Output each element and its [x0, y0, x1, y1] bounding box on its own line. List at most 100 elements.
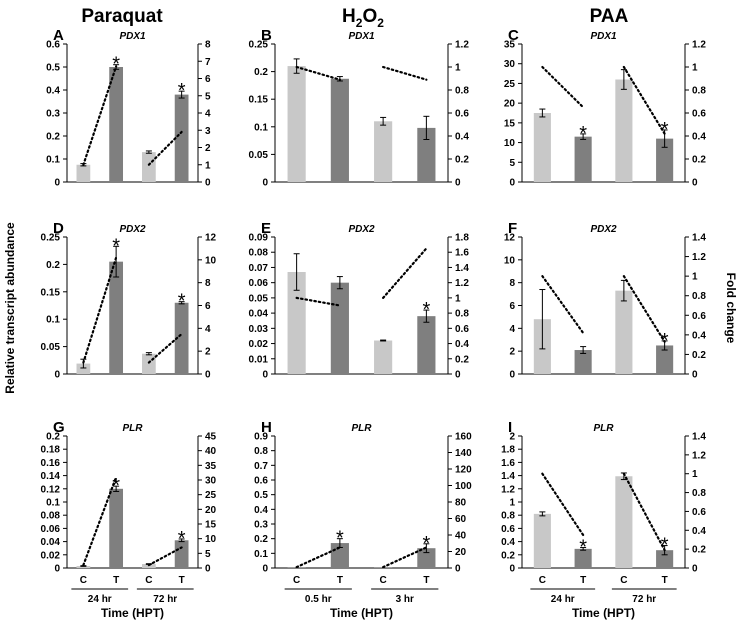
y-tick-label-right: 1 [692, 469, 698, 480]
y-tick-label-left: 0.6 [501, 524, 515, 535]
y-tick-label-right: 10 [205, 255, 217, 266]
y-tick-label-left: 0 [54, 564, 60, 575]
panel-c: C PDX1 0 5 10 15 20 25 30 35 0 0.2 0.4 0.6 0.8 1 1.2 * * [504, 27, 706, 189]
significance-star: * [112, 54, 120, 76]
panel-g: G PLR 0 0.02 0.04 0.06 0.08 0.1 0.12 0.14 0.16 0.18… [41, 419, 217, 620]
y-tick-label-right: 0.4 [692, 330, 706, 341]
fold-change-line [295, 546, 341, 569]
y-axis-label-left: Relative transcript abundance [3, 222, 17, 394]
significance-star: * [579, 123, 587, 145]
bar-control [141, 353, 156, 374]
panel-letter: B [261, 27, 272, 44]
panel-a: A PDX1 0 0.1 0.2 0.3 0.4 0.5 0.6 0 1 2 3 4 5 6 7 8 * * [46, 27, 211, 189]
y-tick-label-right: 0 [205, 370, 211, 381]
category-label: C [145, 575, 152, 586]
y-tick-label-right: 0.6 [455, 324, 469, 335]
y-tick-label-left: 2 [509, 432, 515, 443]
gene-label: PDX2 [348, 224, 375, 235]
bar-control [615, 476, 633, 568]
gene-label: PLR [123, 423, 144, 434]
y-tick-label-right: 0.8 [455, 309, 469, 320]
y-tick-label-right: 35 [205, 461, 217, 472]
y-tick-label-right: 0.8 [692, 488, 706, 499]
x-axis-label: Time (HPT) [572, 606, 635, 620]
y-tick-label-left: 0.1 [254, 549, 268, 560]
y-tick-label-left: 10 [504, 255, 516, 266]
y-tick-label-left: 0.09 [249, 233, 269, 244]
y-tick-label-left: 0.5 [46, 63, 60, 74]
group-label: 24 hr [88, 594, 112, 605]
y-tick-label-right: 0 [455, 178, 461, 189]
y-tick-label-right: 1 [205, 160, 211, 171]
y-tick-label-left: 0.2 [46, 132, 60, 143]
significance-star: * [579, 537, 587, 559]
y-tick-label-left: 0.4 [46, 86, 60, 97]
y-tick-label-right: 0.4 [692, 132, 706, 143]
y-tick-label-left: 0 [54, 370, 60, 381]
y-tick-label-right: 40 [205, 446, 217, 457]
significance-star: * [178, 528, 186, 550]
y-tick-label-right: 5 [205, 549, 211, 560]
significance-star: * [178, 80, 186, 102]
bar-treated [109, 67, 124, 182]
y-tick-label-left: 1 [509, 498, 515, 509]
y-tick-label-left: 0.15 [41, 287, 61, 298]
y-axis-label-right: Fold change [724, 273, 737, 344]
y-tick-label-right: 1.2 [692, 450, 706, 461]
y-tick-label-left: 0.6 [46, 40, 60, 51]
significance-star: * [112, 235, 120, 257]
category-label: C [539, 575, 546, 586]
y-tick-label-right: 140 [455, 448, 472, 459]
bar-treated [574, 548, 592, 568]
y-tick-label-right: 0.8 [692, 291, 706, 302]
category-label: C [380, 575, 387, 586]
bar-control [615, 79, 633, 182]
bar-treated [417, 127, 436, 182]
category-label: T [113, 575, 119, 586]
y-tick-label-left: 0.02 [249, 339, 269, 350]
y-tick-label-left: 15 [504, 118, 516, 129]
y-tick-label-left: 0 [262, 370, 268, 381]
y-tick-label-left: 0.02 [41, 550, 61, 561]
y-tick-label-right: 1 [692, 63, 698, 74]
y-tick-label-right: 1 [692, 272, 698, 283]
fold-change-line [82, 475, 118, 567]
gene-label: PDX2 [119, 224, 146, 235]
group-label: 72 hr [153, 594, 177, 605]
fold-change-line [541, 275, 585, 334]
panel-letter: I [508, 419, 512, 436]
header-paa: PAA [590, 6, 629, 27]
y-tick-label-right: 7 [205, 57, 211, 68]
y-tick-label-right: 30 [205, 476, 217, 487]
y-tick-label-left: 0.6 [254, 476, 268, 487]
group-label: 72 hr [632, 594, 656, 605]
category-label: T [179, 575, 185, 586]
y-tick-label-left: 0.8 [254, 446, 268, 457]
y-tick-label-left: 5 [509, 158, 515, 169]
y-tick-label-right: 0.2 [455, 354, 469, 365]
y-tick-label-left: 0 [262, 178, 268, 189]
y-tick-label-right: 0.8 [455, 86, 469, 97]
y-tick-label-right: 20 [455, 547, 467, 558]
y-tick-label-left: 0 [509, 370, 515, 381]
gene-label: PDX1 [119, 31, 146, 42]
fold-change-line [382, 247, 428, 299]
y-tick-label-left: 0.05 [249, 150, 269, 161]
category-label: T [662, 575, 668, 586]
y-tick-label-left: 0.03 [249, 324, 269, 335]
gene-label: PDX1 [590, 31, 617, 42]
significance-star: * [112, 475, 120, 497]
bar-treated [417, 548, 436, 568]
y-tick-label-left: 0.14 [41, 471, 61, 482]
y-tick-label-right: 0 [455, 370, 461, 381]
y-tick-label-left: 25 [504, 79, 516, 90]
y-tick-label-left: 0 [54, 178, 60, 189]
group-label: 24 hr [551, 594, 575, 605]
y-tick-label-right: 12 [205, 233, 217, 244]
bar-control [615, 290, 633, 374]
y-tick-label-left: 0.06 [41, 524, 61, 535]
category-label: T [423, 575, 429, 586]
category-label: C [620, 575, 627, 586]
y-tick-label-left: 0.05 [41, 342, 61, 353]
y-tick-label-left: 30 [504, 59, 516, 70]
